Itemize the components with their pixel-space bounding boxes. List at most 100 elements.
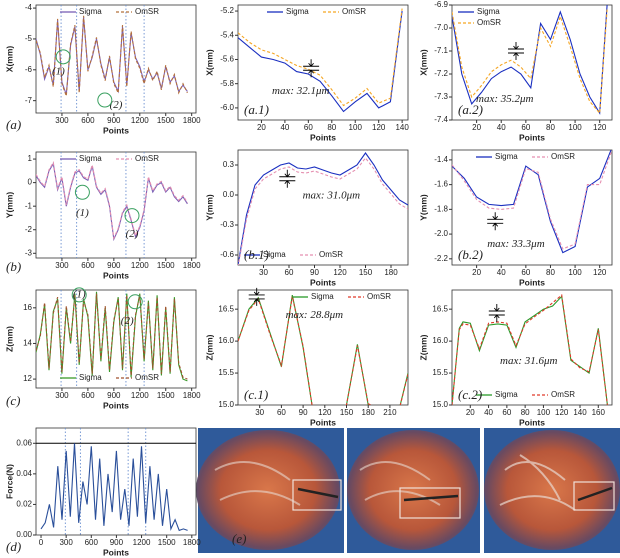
y-tick-label: -7.2 xyxy=(434,69,448,78)
x-tick-label: 180 xyxy=(362,408,376,417)
y-tick-label: -6.9 xyxy=(434,0,448,9)
y-tick-label: -5.8 xyxy=(220,79,234,88)
x-tick-label: 30 xyxy=(255,408,264,417)
legend-label: OmSR xyxy=(477,18,501,27)
plot-frame xyxy=(35,4,197,114)
x-tick-label: 1200 xyxy=(131,116,149,125)
data-line xyxy=(238,294,408,405)
plot-frame xyxy=(237,149,409,266)
y-tick-label: -7.1 xyxy=(434,46,448,55)
panel-tag: (a.2) xyxy=(458,102,483,117)
y-tick-label: 16.5 xyxy=(218,304,234,313)
x-tick-label: 120 xyxy=(333,268,347,277)
x-tick-label: 60 xyxy=(285,268,294,277)
highlight-circle xyxy=(74,184,90,200)
x-tick-label: 600 xyxy=(85,538,99,547)
data-line xyxy=(40,443,188,532)
data-line xyxy=(36,15,188,97)
x-tick-label: 60 xyxy=(304,123,313,132)
y-tick-label: 0 xyxy=(28,178,33,187)
x-tick-label: 40 xyxy=(484,408,493,417)
highlight-circle xyxy=(55,49,71,65)
y-tick-label: 14 xyxy=(23,339,32,348)
y-axis-label: X(mm) xyxy=(418,49,428,76)
x-tick-label: 210 xyxy=(383,408,397,417)
x-tick-label: 600 xyxy=(81,261,95,270)
x-tick-label: 1800 xyxy=(183,116,201,125)
x-tick-label: 1200 xyxy=(133,538,151,547)
legend-label: OmSR xyxy=(367,292,391,301)
x-tick-label: 900 xyxy=(107,261,121,270)
x-tick-label: 90 xyxy=(299,408,308,417)
x-tick-label: 40 xyxy=(497,123,506,132)
x-tick-label: 60 xyxy=(502,408,511,417)
data-line xyxy=(36,291,188,382)
gap-arrow xyxy=(488,304,505,322)
panel-tag: (a) xyxy=(6,117,21,132)
legend-label: Sigma xyxy=(79,154,102,163)
x-tick-label: 140 xyxy=(573,408,587,417)
y-tick-label: -1.8 xyxy=(434,204,448,213)
annotation: (2) xyxy=(121,315,134,327)
panel-tag: (c.1) xyxy=(244,387,268,402)
y-axis-label: X(mm) xyxy=(4,46,14,73)
y-tick-label: -2.0 xyxy=(434,229,448,238)
panel-tag: (c.2) xyxy=(458,387,482,402)
y-tick-label: 16 xyxy=(23,303,32,312)
plot-frame xyxy=(451,4,613,121)
legend-label: Sigma xyxy=(286,7,309,16)
y-tick-label: 0.0 xyxy=(223,190,235,199)
x-tick-label: 20 xyxy=(472,123,481,132)
plot-frame xyxy=(451,149,613,266)
annotation: max: 31.6μm xyxy=(500,355,558,367)
annotation: max: 28.8μm xyxy=(286,309,344,321)
y-tick-label: -6.0 xyxy=(220,103,234,112)
x-axis-label: Points xyxy=(310,417,336,427)
x-tick-label: 0 xyxy=(39,538,44,547)
chart: 15.0 15.5 16.0 16.5 30 60 90 120 150 180 210 Points… xyxy=(204,287,409,427)
y-tick-label: 15.5 xyxy=(218,368,234,377)
legend-label: Sigma xyxy=(311,292,334,301)
y-tick-label: -7 xyxy=(25,96,33,105)
y-axis-label: Force(N) xyxy=(4,464,14,499)
x-tick-label: 1500 xyxy=(157,261,175,270)
data-line xyxy=(238,157,408,265)
y-tick-label: 15.0 xyxy=(432,400,448,409)
y-tick-label: -1.4 xyxy=(434,155,448,164)
photo xyxy=(196,428,344,553)
x-tick-label: 300 xyxy=(55,116,69,125)
gap-arrow xyxy=(487,212,504,231)
y-tick-label: 0.04 xyxy=(16,469,32,478)
x-tick-label: 600 xyxy=(81,391,95,400)
x-tick-label: 80 xyxy=(546,268,555,277)
legend-label: Sigma xyxy=(495,152,518,161)
x-tick-label: 20 xyxy=(257,123,266,132)
x-tick-label: 1200 xyxy=(131,391,149,400)
x-tick-label: 1500 xyxy=(157,116,175,125)
x-tick-label: 20 xyxy=(472,268,481,277)
y-tick-label: -0.3 xyxy=(220,220,234,229)
y-axis-label: Z(mm) xyxy=(4,326,14,352)
chart: -4 -5 -6 -7 300 600 900 1200 1500 1800 Points X(mm)… xyxy=(4,3,201,135)
legend-label: Sigma xyxy=(495,390,518,399)
x-tick-label: 1800 xyxy=(183,391,201,400)
x-tick-label: 900 xyxy=(110,538,124,547)
photo xyxy=(484,428,620,553)
x-tick-label: 120 xyxy=(318,408,332,417)
y-tick-label: -4 xyxy=(25,3,33,12)
x-tick-label: 100 xyxy=(568,123,582,132)
x-tick-label: 1500 xyxy=(157,391,175,400)
gap-arrow xyxy=(508,42,524,60)
legend-label: Sigma xyxy=(79,7,102,16)
x-tick-label: 120 xyxy=(593,268,607,277)
x-tick-label: 60 xyxy=(521,123,530,132)
plot-frame xyxy=(237,289,409,406)
legend-label: OmSR xyxy=(135,154,159,163)
y-tick-label: 0.3 xyxy=(223,160,235,169)
y-tick-label: -2.2 xyxy=(434,254,448,263)
y-tick-label: 16.0 xyxy=(218,336,234,345)
legend-label: OmSR xyxy=(551,390,575,399)
annotation: max: 32.1μm xyxy=(272,85,330,97)
gap-arrow xyxy=(248,287,265,306)
